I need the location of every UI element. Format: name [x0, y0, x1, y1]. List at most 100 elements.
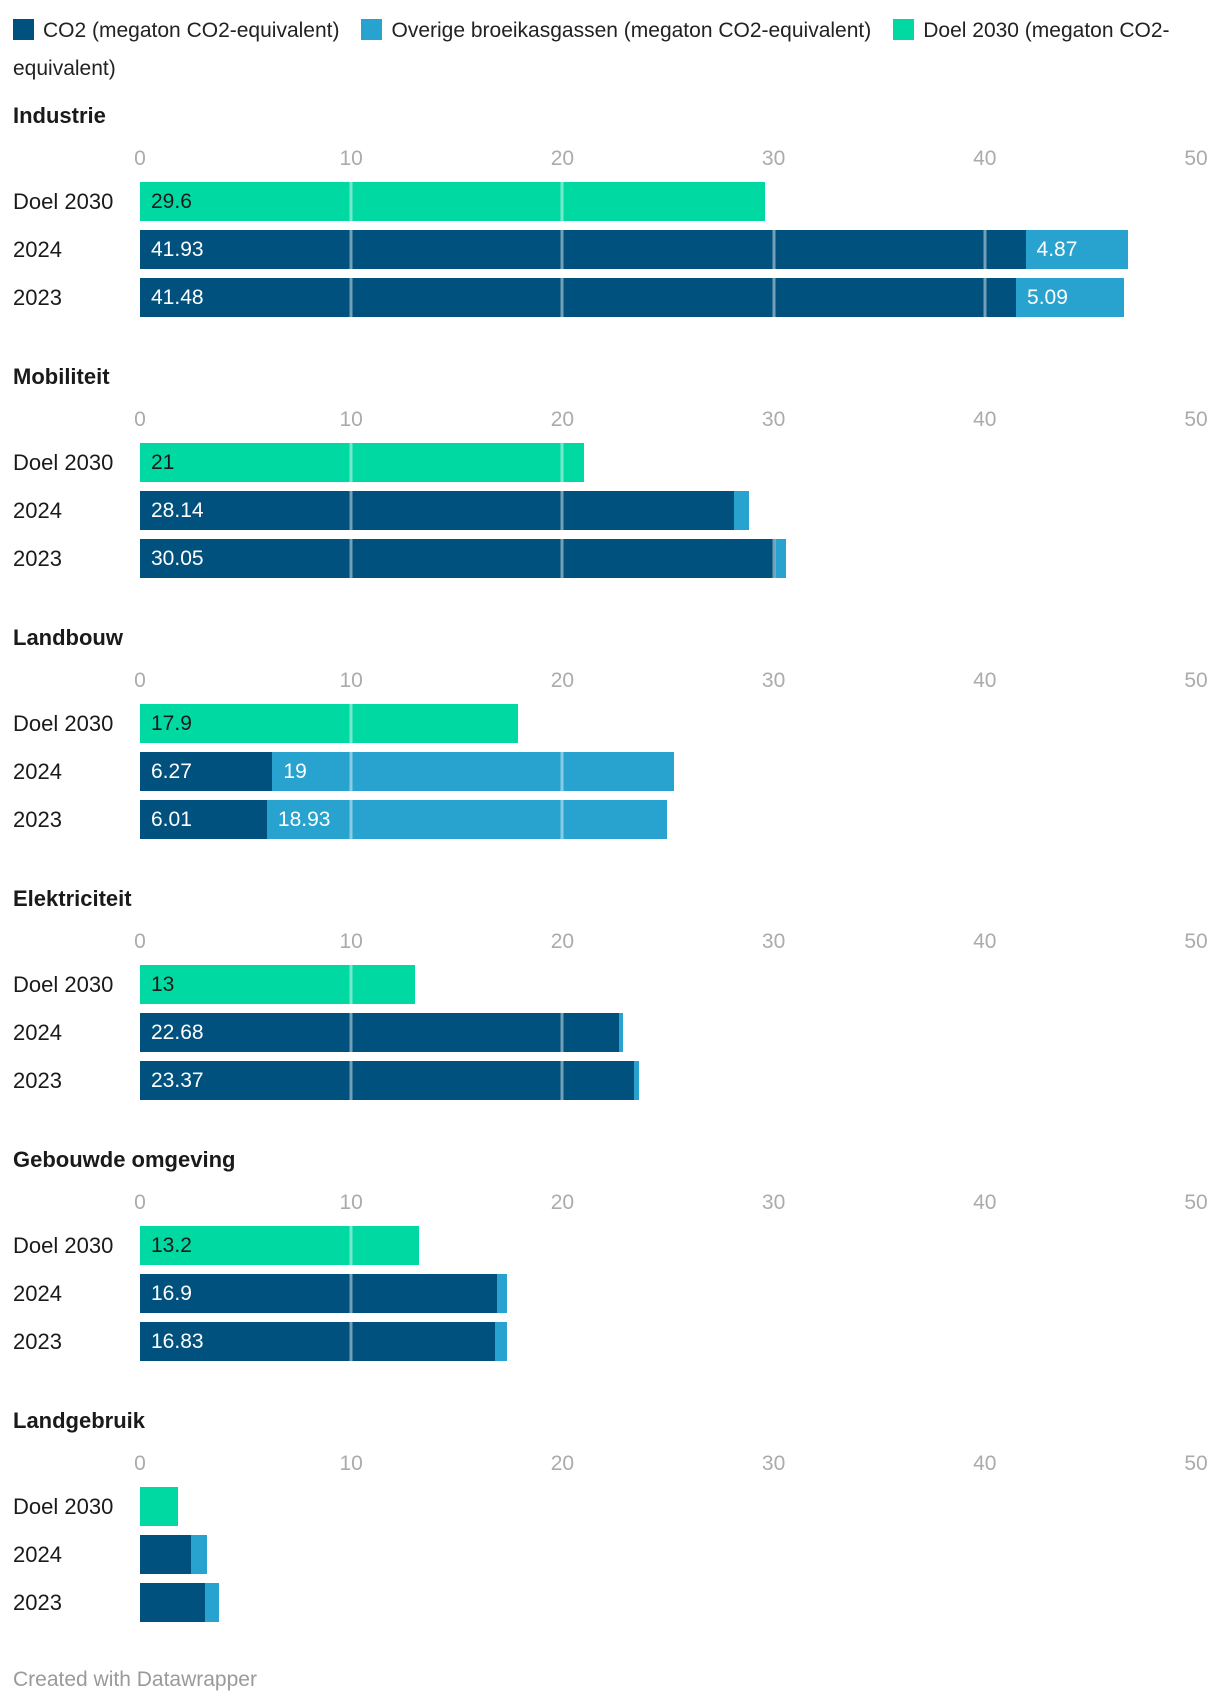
- bar-segment-overige[interactable]: 18.93: [266, 800, 667, 839]
- x-axis-tick: 50: [1184, 669, 1208, 692]
- bar-segment-doel[interactable]: 21: [140, 443, 584, 482]
- gridline: [560, 182, 564, 317]
- x-axis-tick: 0: [134, 669, 146, 692]
- bar-segment-co2[interactable]: 23.37: [140, 1061, 634, 1100]
- row-label: Doel 2030: [13, 1493, 114, 1519]
- bar-row-doel-2030: Doel 2030 13.2: [0, 1226, 1196, 1265]
- bar-row-doel-2030: Doel 2030 21: [0, 443, 1196, 482]
- gridline: [983, 965, 987, 1100]
- bar-track: 6.27 19: [140, 752, 1196, 791]
- bar-segment-doel[interactable]: 29.6: [140, 182, 766, 221]
- panel-title-elektriciteit: Elektriciteit: [13, 886, 132, 911]
- bar-value-label: 22.68: [151, 1021, 204, 1044]
- bar-segment-doel[interactable]: 13.2: [140, 1226, 419, 1265]
- x-axis-tick: 10: [339, 1191, 363, 1214]
- bar-segment-overige[interactable]: [774, 539, 787, 578]
- bar-segment-co2[interactable]: 41.93: [140, 230, 1026, 269]
- bar-segment-co2[interactable]: 28.14: [140, 491, 735, 530]
- legend-label: Doel 2030 (megaton CO2-equivalent): [13, 19, 1170, 80]
- bar-segment-overige[interactable]: 19: [272, 752, 674, 791]
- bar-segment-co2[interactable]: [140, 1583, 206, 1622]
- x-axis-tick: 20: [550, 1452, 575, 1475]
- bar-segment-co2[interactable]: [140, 1535, 191, 1574]
- x-axis-tick: 0: [134, 1452, 146, 1475]
- bar-segment-overige[interactable]: [734, 491, 750, 530]
- bar-row-2023: 2023 16.83: [0, 1322, 1196, 1361]
- row-label: 2024: [13, 236, 62, 262]
- panel-gebouwde-omgeving: Gebouwde omgeving 0 10 20 30 40 50 Doel 2030 13.…: [0, 1146, 1220, 1361]
- bar-row-2023: 2023: [0, 1583, 1196, 1622]
- bar-track: 17.9: [140, 704, 1196, 743]
- x-axis-tick: 30: [761, 408, 786, 431]
- gridline: [349, 182, 353, 317]
- bar-segment-co2[interactable]: 16.83: [140, 1322, 496, 1361]
- bar-row-doel-2030: Doel 2030: [0, 1487, 1196, 1526]
- bar-segment-overige[interactable]: 5.09: [1016, 278, 1124, 317]
- bar-segment-doel[interactable]: 13: [140, 965, 415, 1004]
- panel-elektriciteit: Elektriciteit 0 10 20 30 40 50 Doel 2030 13 2024 2…: [0, 885, 1220, 1100]
- x-axis-tick: 10: [339, 930, 363, 953]
- bar-rows: Doel 2030 2024 2023: [0, 1487, 1198, 1622]
- bar-row-2023: 2023 6.01 18.93: [0, 800, 1196, 839]
- bar-segment-doel[interactable]: [140, 1487, 179, 1526]
- x-axis-tick: 10: [339, 669, 363, 692]
- bar-row-2024: 2024 28.14: [0, 491, 1196, 530]
- bar-segment-co2[interactable]: 22.68: [140, 1013, 619, 1052]
- x-axis: 0 10 20 30 40 50: [134, 928, 1208, 955]
- gridline: [772, 965, 776, 1100]
- bar-segment-overige[interactable]: [495, 1322, 508, 1361]
- bar-segment-overige[interactable]: [496, 1274, 508, 1313]
- bar-value-label: 21: [151, 451, 175, 474]
- legend: CO2 (megaton CO2-equivalent) Overige broe…: [0, 0, 1220, 88]
- bar-track: 41.93 4.87: [140, 230, 1196, 269]
- gridline: [772, 182, 776, 317]
- bar-row-2024: 2024: [0, 1535, 1196, 1574]
- x-axis-tick: 40: [973, 408, 997, 431]
- x-axis-tick: 40: [973, 1452, 997, 1475]
- gridline: [1194, 182, 1198, 317]
- x-axis-tick: 40: [973, 1191, 997, 1214]
- datawrapper-attribution[interactable]: Created with Datawrapper: [13, 1668, 257, 1691]
- x-axis-tick: 40: [973, 930, 997, 953]
- bar-row-2023: 2023 41.48 5.09: [0, 278, 1196, 317]
- row-label: 2023: [13, 1328, 62, 1354]
- bar-segment-co2[interactable]: 6.27: [140, 752, 273, 791]
- row-label: 2023: [13, 545, 62, 571]
- bar-value-label: 5.09: [1027, 286, 1068, 309]
- bar-segment-overige[interactable]: [190, 1535, 207, 1574]
- bar-value-label: 29.6: [151, 190, 192, 213]
- gridline: [349, 1487, 353, 1622]
- gridline: [772, 443, 776, 578]
- row-label: Doel 2030: [13, 710, 114, 736]
- gridline: [560, 1226, 564, 1361]
- bar-track: 6.01 18.93: [140, 800, 1196, 839]
- bar-row-2024: 2024 6.27 19: [0, 752, 1196, 791]
- bar-track: 29.6: [140, 182, 1196, 221]
- bar-segment-overige[interactable]: [633, 1061, 639, 1100]
- x-axis-tick: 50: [1184, 408, 1208, 431]
- bar-row-doel-2030: Doel 2030 17.9: [0, 704, 1196, 743]
- bar-track: 30.05: [140, 539, 1196, 578]
- gridline: [1194, 1226, 1198, 1361]
- legend-item-doel: Doel 2030 (megaton CO2-equivalent): [13, 19, 1170, 80]
- panel-landgebruik: Landgebruik 0 10 20 30 40 50 Doel 2030 2024 2023: [0, 1407, 1220, 1622]
- bar-segment-co2[interactable]: 41.48: [140, 278, 1017, 317]
- bar-segment-overige[interactable]: 4.87: [1025, 230, 1129, 269]
- x-axis: 0 10 20 30 40 50: [134, 667, 1208, 694]
- panel-mobiliteit: Mobiliteit 0 10 20 30 40 50 Doel 2030 21 2024 28.1…: [0, 363, 1220, 578]
- bar-segment-doel[interactable]: 17.9: [140, 704, 519, 743]
- bar-segment-overige[interactable]: [619, 1013, 624, 1052]
- bar-segment-co2[interactable]: 30.05: [140, 539, 775, 578]
- panel-title-landbouw: Landbouw: [13, 625, 123, 650]
- bar-segment-overige[interactable]: [205, 1583, 220, 1622]
- panel-industrie: Industrie 0 10 20 30 40 50 Doel 2030 29.6 2024 41.…: [0, 102, 1220, 317]
- x-axis-tick: 0: [134, 930, 146, 953]
- bar-track: 28.14: [140, 491, 1196, 530]
- bar-segment-co2[interactable]: 6.01: [140, 800, 267, 839]
- row-label: 2023: [13, 1067, 62, 1093]
- bar-segment-co2[interactable]: 16.9: [140, 1274, 497, 1313]
- x-axis-tick: 20: [550, 669, 575, 692]
- gridline: [983, 443, 987, 578]
- bar-track: [140, 1487, 1196, 1526]
